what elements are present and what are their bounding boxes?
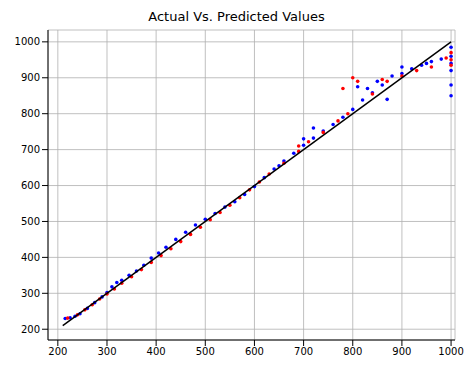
svg-text:600: 600 <box>245 346 264 357</box>
svg-text:900: 900 <box>392 346 411 357</box>
svg-text:400: 400 <box>21 252 40 263</box>
svg-text:200: 200 <box>48 346 67 357</box>
svg-text:800: 800 <box>21 108 40 119</box>
svg-text:400: 400 <box>147 346 166 357</box>
svg-text:300: 300 <box>21 288 40 299</box>
svg-text:700: 700 <box>21 144 40 155</box>
svg-text:200: 200 <box>21 324 40 335</box>
svg-text:1000: 1000 <box>438 346 463 357</box>
svg-text:700: 700 <box>294 346 313 357</box>
svg-text:600: 600 <box>21 180 40 191</box>
svg-text:800: 800 <box>343 346 362 357</box>
svg-text:300: 300 <box>97 346 116 357</box>
svg-text:900: 900 <box>21 72 40 83</box>
svg-text:500: 500 <box>196 346 215 357</box>
svg-text:500: 500 <box>21 216 40 227</box>
html-text:Actual Vs. Predicted Values: Actual Vs. Predicted Values <box>148 9 325 24</box>
svg-text:1000: 1000 <box>15 36 40 47</box>
